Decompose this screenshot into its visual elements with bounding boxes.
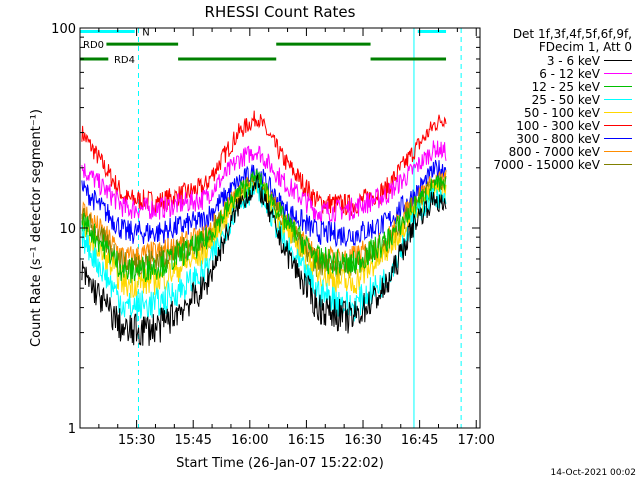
legend-entry-1: 6 - 12 keV [462,66,632,81]
legend-label: 7000 - 15000 keV [493,157,600,172]
flag-label-n: N [142,28,149,39]
legend-swatch [604,151,632,152]
x-tick-label-3: 16:15 [288,433,325,448]
legend-swatch [604,125,632,126]
y-tick-label-1: 10 [59,222,76,237]
legend-header-1: Det 1f,3f,4f,5f,6f,9f, [512,27,632,41]
legend-label: 6 - 12 keV [539,66,600,81]
legend-entry-5: 100 - 300 keV [462,118,632,133]
legend: Det 1f,3f,4f,5f,6f,9f, FDecim 1, Att 0 3… [462,27,632,172]
flag-label-rd0: RD0 [83,40,104,51]
legend-swatch [604,73,632,74]
legend-swatch [604,99,632,100]
y-axis-label: Count Rate (s⁻¹ detector segment⁻¹) [29,109,44,347]
x-axis-label: Start Time (26-Jan-07 15:22:02) [176,456,384,471]
legend-entry-4: 50 - 100 keV [462,105,632,120]
series-line-0 [81,174,447,346]
legend-entry-3: 25 - 50 keV [462,92,632,107]
legend-label: 3 - 6 keV [546,53,600,68]
legend-header-2: FDecim 1, Att 0 [538,40,632,54]
series-line-2 [81,169,447,284]
legend-label: 12 - 25 keV [531,79,600,94]
y-tick-label-2: 100 [51,22,76,37]
legend-entry-6: 300 - 800 keV [462,131,632,146]
legend-label: 25 - 50 keV [531,92,600,107]
legend-entry-7: 800 - 7000 keV [462,144,632,159]
x-tick-label-1: 15:45 [174,433,211,448]
legend-swatch [604,60,632,61]
timestamp: 14-Oct-2021 00:02 [550,468,636,478]
y-tick-label-0: 1 [68,422,76,437]
legend-swatch [604,86,632,87]
series-line-4 [81,178,447,298]
x-tick-label-5: 16:45 [401,433,438,448]
legend-label: 800 - 7000 keV [508,144,600,159]
chart-title: RHESSI Count Rates [205,3,356,21]
legend-entry-8: 7000 - 15000 keV [462,157,632,172]
legend-label: 300 - 800 keV [516,131,600,146]
legend-entry-0: 3 - 6 keV [462,53,632,68]
series-line-6 [81,159,447,248]
legend-swatch [604,112,632,113]
series-line-1 [81,140,447,224]
legend-label: 50 - 100 keV [523,105,600,120]
legend-swatch [604,138,632,139]
legend-entry-2: 12 - 25 keV [462,79,632,94]
x-tick-label-6: 17:00 [457,433,494,448]
x-tick-label-0: 15:30 [118,433,155,448]
legend-label: 100 - 300 keV [516,118,600,133]
legend-swatch [604,164,632,165]
x-tick-label-4: 16:30 [344,433,381,448]
flag-label-rd4: RD4 [114,55,135,66]
x-tick-label-2: 16:00 [231,433,268,448]
